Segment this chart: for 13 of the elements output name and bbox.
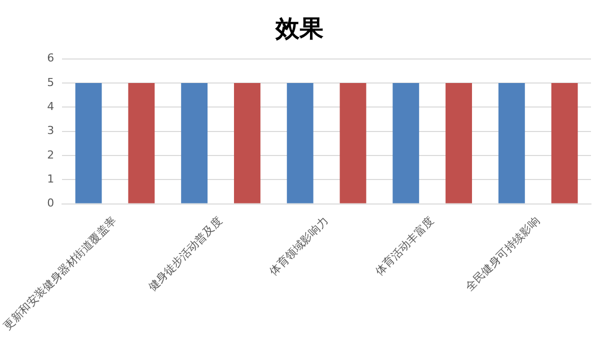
y-tick-label: 3	[47, 124, 54, 138]
x-tick-label: 全民健身可持续影响	[463, 214, 542, 294]
x-tick-label: 健身徒步活动普及度	[146, 214, 225, 294]
x-tick-label: 体育领域影响力	[267, 214, 331, 278]
y-tick-label: 6	[47, 52, 54, 65]
chart-title: 效果	[274, 14, 324, 43]
x-tick-label: 更新和安装健身器材街道覆盖率	[1, 214, 120, 332]
y-tick-label: 5	[47, 76, 54, 89]
y-tick-label: 4	[47, 100, 54, 113]
y-tick-label: 0	[47, 196, 54, 210]
y-tick-label: 2	[47, 148, 54, 162]
y-tick-label: 1	[47, 172, 54, 186]
x-tick-label: 体育活动丰富度	[372, 214, 436, 278]
